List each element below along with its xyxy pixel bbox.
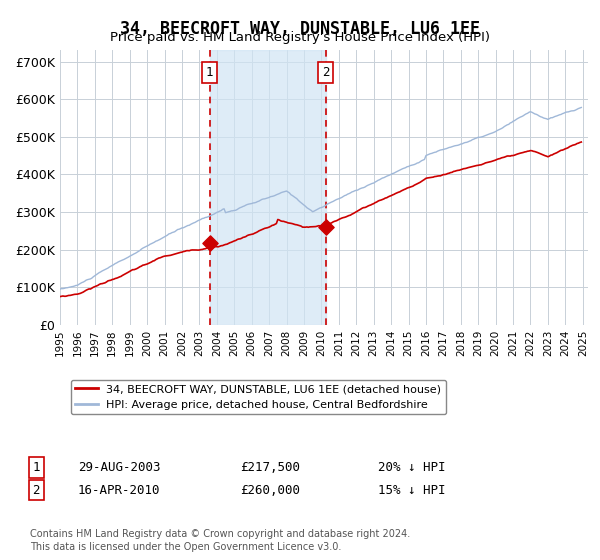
Text: 1: 1: [206, 66, 214, 79]
Text: Price paid vs. HM Land Registry's House Price Index (HPI): Price paid vs. HM Land Registry's House …: [110, 31, 490, 44]
Text: 2: 2: [322, 66, 329, 79]
Text: 20% ↓ HPI: 20% ↓ HPI: [378, 461, 445, 474]
Text: 2: 2: [32, 483, 40, 497]
Text: £217,500: £217,500: [240, 461, 300, 474]
Text: 1: 1: [32, 461, 40, 474]
Text: 15% ↓ HPI: 15% ↓ HPI: [378, 483, 445, 497]
Point: [205, 239, 214, 248]
Bar: [209, 50, 326, 325]
Point: [321, 222, 331, 231]
Text: 34, BEECROFT WAY, DUNSTABLE, LU6 1EE: 34, BEECROFT WAY, DUNSTABLE, LU6 1EE: [120, 20, 480, 38]
Text: This data is licensed under the Open Government Licence v3.0.: This data is licensed under the Open Gov…: [30, 542, 341, 552]
Text: 16-APR-2010: 16-APR-2010: [78, 483, 161, 497]
Text: £260,000: £260,000: [240, 483, 300, 497]
Text: 29-AUG-2003: 29-AUG-2003: [78, 461, 161, 474]
Text: Contains HM Land Registry data © Crown copyright and database right 2024.: Contains HM Land Registry data © Crown c…: [30, 529, 410, 539]
Legend: 34, BEECROFT WAY, DUNSTABLE, LU6 1EE (detached house), HPI: Average price, detac: 34, BEECROFT WAY, DUNSTABLE, LU6 1EE (de…: [71, 380, 446, 414]
